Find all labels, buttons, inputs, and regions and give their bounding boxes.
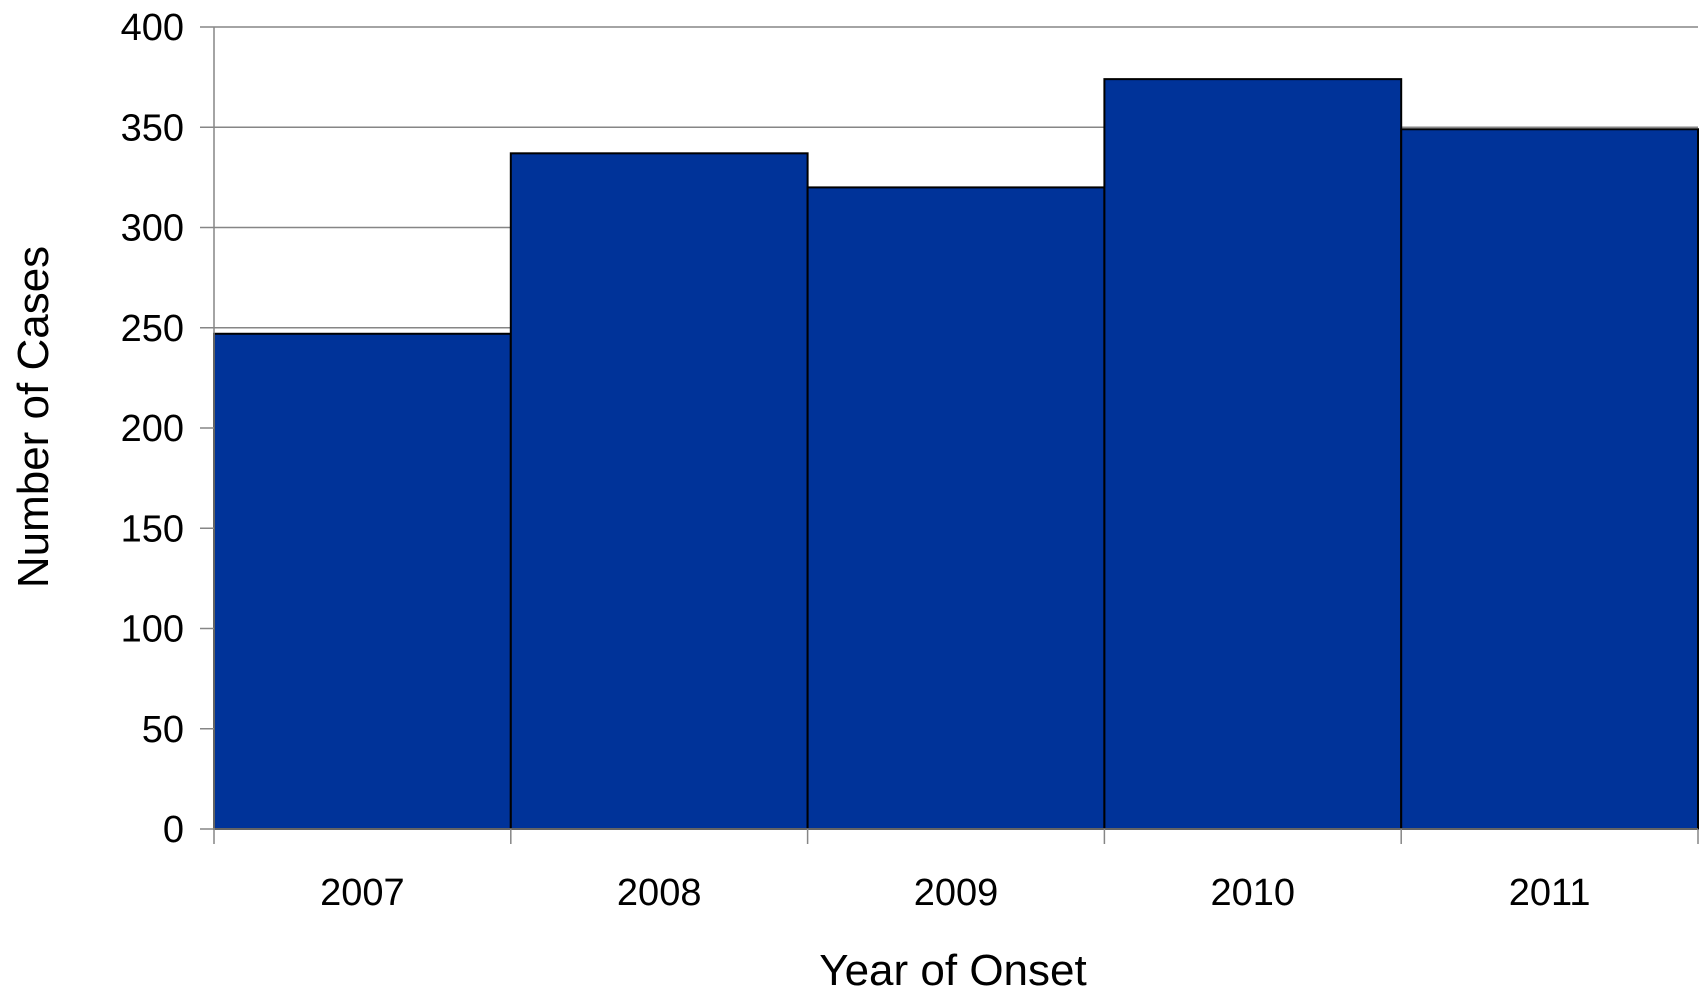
axes <box>200 26 1699 844</box>
x-axis-title: Year of Onset <box>819 946 1086 991</box>
y-tick-label: 400 <box>121 7 184 49</box>
y-tick-label: 350 <box>121 107 184 149</box>
y-axis-title: Number of Cases <box>9 246 58 588</box>
y-tick-label: 50 <box>142 709 184 751</box>
y-tick-label: 150 <box>121 508 184 550</box>
bar-2008 <box>509 152 809 830</box>
bar-2010 <box>1103 78 1403 830</box>
bar-2011 <box>1400 128 1699 830</box>
bar-2009 <box>806 186 1106 830</box>
x-tick-label: 2011 <box>1509 872 1591 914</box>
y-tick-label: 250 <box>121 308 184 350</box>
y-tick-label: 200 <box>121 408 184 450</box>
x-tick-label: 2010 <box>1211 872 1296 914</box>
bars <box>213 78 1699 830</box>
x-tick-label: 2008 <box>617 872 702 914</box>
y-tick-label: 100 <box>121 609 184 651</box>
x-tick-label: 2007 <box>320 872 405 914</box>
y-tick-label: 0 <box>163 809 184 851</box>
y-tick-labels: 0 50 100 150 200 250 300 350 400 <box>121 7 184 851</box>
y-tick-label: 300 <box>121 208 184 250</box>
x-tick-label: 2009 <box>914 872 999 914</box>
bar-2007 <box>213 332 512 830</box>
x-tick-labels: 2007 2008 2009 2010 2011 <box>320 872 1590 914</box>
